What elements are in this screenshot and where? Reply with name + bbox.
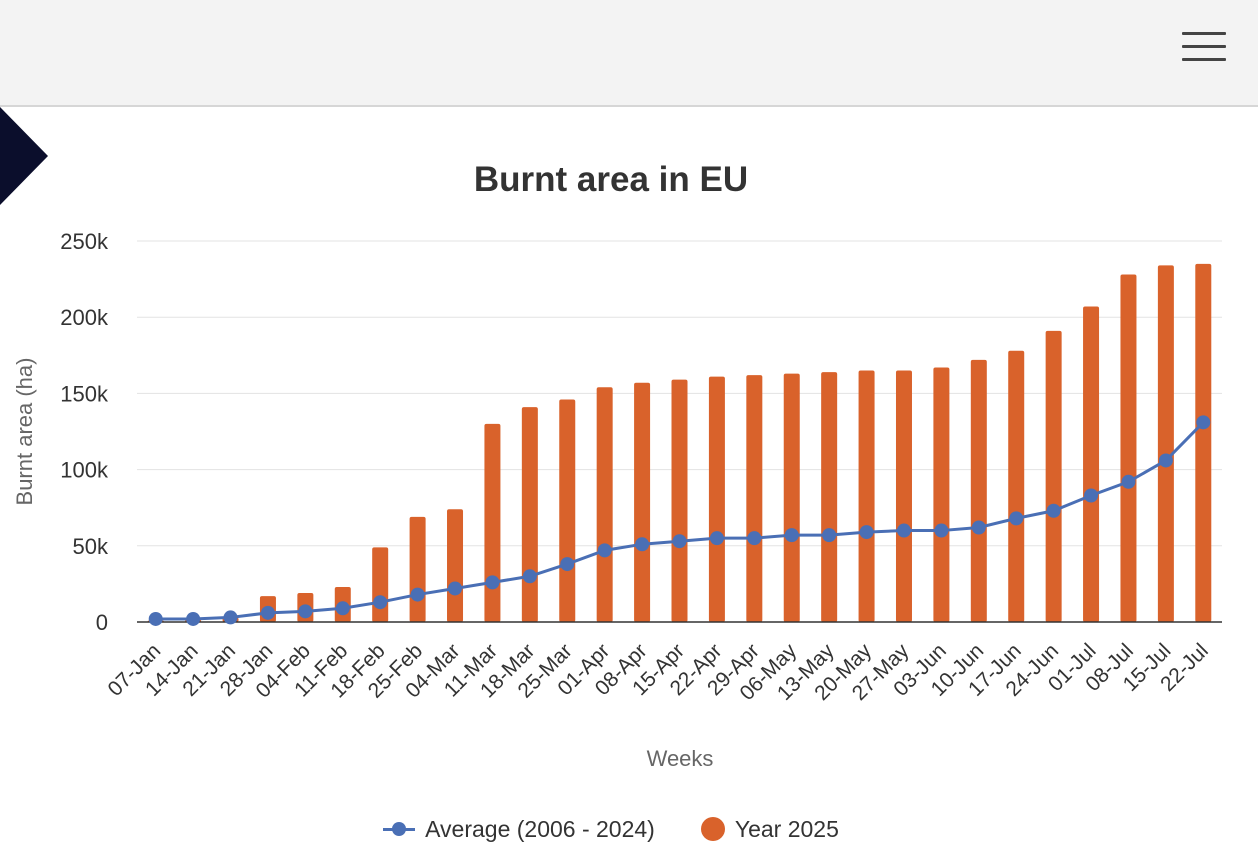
average-point <box>186 611 201 626</box>
bar-year-2025 <box>521 407 538 622</box>
average-point <box>410 587 425 602</box>
bar-year-2025 <box>447 509 464 622</box>
chart-title: Burnt area in EU <box>473 160 749 199</box>
average-point <box>822 528 837 543</box>
average-point <box>298 604 313 619</box>
bar-year-2025 <box>858 370 875 622</box>
average-point <box>260 605 275 620</box>
average-point <box>1158 453 1173 468</box>
y-tick-label: 200k <box>60 305 109 330</box>
y-tick-label: 0 <box>96 610 108 635</box>
y-tick-label: 50k <box>73 534 109 559</box>
average-point <box>672 534 687 549</box>
bar-year-2025 <box>895 370 912 622</box>
legend-label-year-2025: Year 2025 <box>734 815 839 842</box>
average-point <box>448 581 463 596</box>
bar-year-2025 <box>1045 330 1062 622</box>
bar-year-2025 <box>783 373 800 622</box>
bar-year-2025 <box>596 387 613 622</box>
average-point <box>1196 415 1211 430</box>
average-point <box>747 531 762 546</box>
bar-year-2025 <box>708 376 725 622</box>
legend-item-average[interactable]: Average (2006 - 2024) <box>383 816 655 843</box>
hamburger-menu-icon[interactable] <box>1180 30 1228 64</box>
x-axis-label: Weeks <box>647 746 714 771</box>
bar-year-2025 <box>372 547 389 622</box>
average-point <box>1009 511 1024 526</box>
bar-year-2025 <box>1195 263 1212 622</box>
bar-year-2025 <box>559 399 576 622</box>
chart-legend: Average (2006 - 2024) Year 2025 <box>0 812 1222 846</box>
bar-year-2025 <box>409 516 426 622</box>
bar-year-2025 <box>484 423 501 622</box>
average-point <box>335 601 350 616</box>
bar-year-2025 <box>1008 350 1025 622</box>
average-point <box>373 595 388 610</box>
average-point <box>1084 488 1099 503</box>
legend-dot-marker-icon <box>700 817 725 841</box>
average-point <box>971 520 986 535</box>
bar-year-2025 <box>746 375 763 622</box>
average-point <box>896 523 911 538</box>
average-point <box>560 557 575 572</box>
average-point <box>148 611 163 626</box>
y-tick-label: 100k <box>60 458 109 483</box>
average-point <box>934 523 949 538</box>
y-tick-label: 250k <box>60 229 109 254</box>
legend-label-average: Average (2006 - 2024) <box>425 815 655 842</box>
average-point <box>522 569 537 584</box>
y-axis-label: Burnt area (ha) <box>12 358 37 506</box>
bar-year-2025 <box>671 379 688 622</box>
bar-year-2025 <box>1157 265 1174 622</box>
average-point <box>485 575 500 590</box>
legend-item-year-2025[interactable]: Year 2025 <box>700 815 839 843</box>
average-point <box>709 531 724 546</box>
top-bar <box>0 0 1258 107</box>
bar-year-2025 <box>933 367 950 622</box>
average-point <box>223 610 238 625</box>
average-point <box>1121 474 1136 489</box>
bar-year-2025 <box>1083 306 1100 622</box>
bar-year-2025 <box>821 372 838 622</box>
average-point <box>1046 503 1061 518</box>
corner-arrow-icon[interactable] <box>0 107 48 205</box>
average-point <box>859 525 874 540</box>
y-tick-label: 150k <box>60 381 109 406</box>
average-point <box>784 528 799 543</box>
average-point <box>597 543 612 558</box>
legend-line-marker-icon <box>383 821 416 837</box>
average-point <box>635 537 650 552</box>
bar-year-2025 <box>1120 274 1137 622</box>
bar-year-2025 <box>634 382 651 622</box>
bar-year-2025 <box>970 359 987 622</box>
